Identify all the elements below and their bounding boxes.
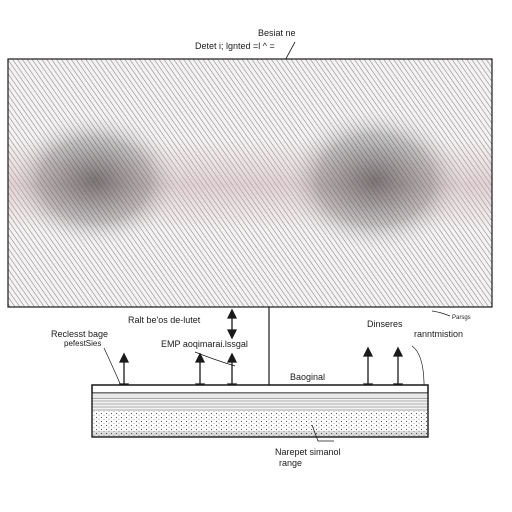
interference-pattern-panel xyxy=(5,58,493,308)
substrate-block xyxy=(91,384,429,438)
right-small-leader xyxy=(431,310,451,317)
right-small-label: Parsgs xyxy=(452,315,471,321)
bottom-bracket xyxy=(311,424,334,442)
bottom-top-label: Narepet simanol xyxy=(275,447,341,457)
left-leader xyxy=(103,347,123,389)
double-arrow-3 xyxy=(226,308,238,340)
bottom-bottom-label: range xyxy=(279,458,302,468)
top-subtitle: Detet i; lgnted =l ^ = xyxy=(195,41,275,51)
right-fringe-blob xyxy=(280,105,470,255)
left-top-label: Reclesst bage xyxy=(51,329,108,339)
left-bottom-label: pefestSies xyxy=(64,339,101,348)
center-right-label: Dinseres xyxy=(367,319,403,329)
left-fringe-blob xyxy=(5,110,185,250)
center-left-label: Ralt be'os de-lutet xyxy=(128,315,201,325)
base-label: Baoginal xyxy=(290,372,325,382)
top-title: Besiat ne xyxy=(258,28,296,38)
right-main-label: ranntmistion xyxy=(414,329,463,339)
center-mid-label: EMP aoqimarai.lssgal xyxy=(161,339,248,349)
